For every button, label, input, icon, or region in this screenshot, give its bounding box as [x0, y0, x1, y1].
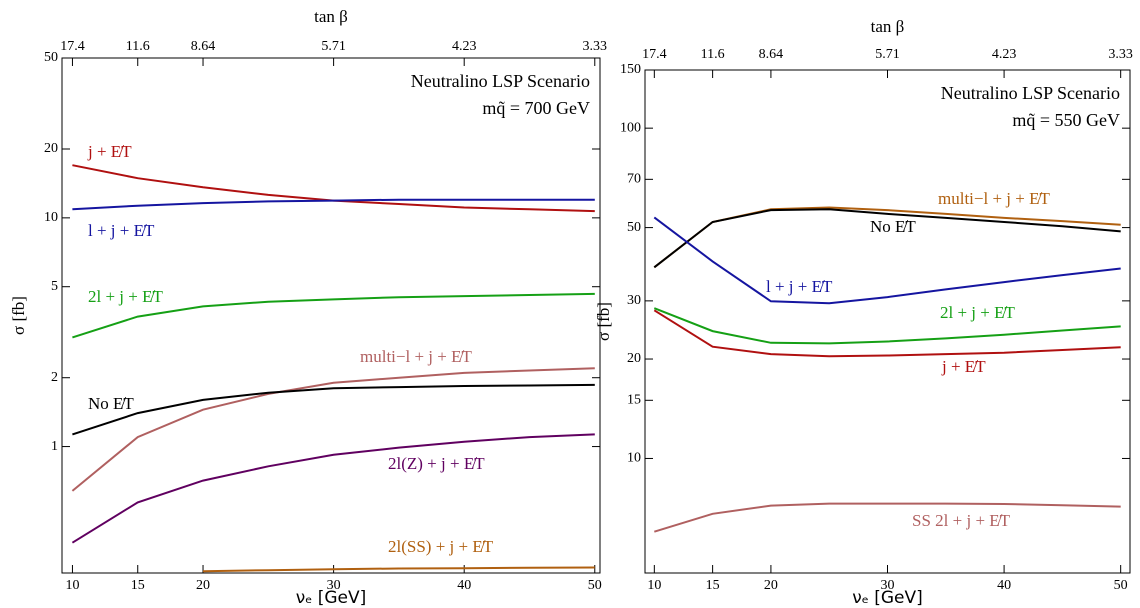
y-tick-label: 30 — [627, 293, 641, 308]
series-label: j + E̸T — [941, 357, 986, 376]
annotation: Neutralino LSP Scenario — [941, 83, 1120, 103]
x-tick-label: 30 — [327, 578, 341, 593]
x-tick-label: 50 — [1114, 578, 1128, 593]
plot-frame — [644, 69, 1131, 574]
x2-tick-label: 4.23 — [452, 39, 477, 54]
x2-tick-label: 17.4 — [60, 39, 85, 54]
x-axis-label: νₑ [GeV] — [852, 588, 923, 608]
y-tick-label: 150 — [620, 62, 641, 77]
series-line — [653, 307, 1121, 345]
x2-tick-label: 5.71 — [321, 39, 346, 54]
series-label: 2l(SS) + j + E̸T — [388, 537, 494, 556]
y-tick-label: 10 — [44, 210, 58, 225]
series-label: 2l + j + E̸T — [88, 287, 164, 306]
series-line — [653, 216, 1121, 305]
plot-frame — [61, 57, 601, 574]
series-label: No E̸T — [870, 217, 916, 236]
y-tick-label: 70 — [627, 172, 641, 187]
x-tick-label: 10 — [65, 578, 79, 593]
x-tick-label: 20 — [196, 578, 210, 593]
series-line — [72, 383, 595, 436]
x2-tick-label: 11.6 — [126, 39, 150, 54]
y-tick-label: 50 — [44, 50, 58, 65]
x2-tick-label: 5.71 — [875, 47, 900, 62]
x-tick-label: 30 — [881, 578, 895, 593]
y-tick-label: 20 — [627, 351, 641, 366]
series-label: SS 2l + j + E̸T — [912, 511, 1011, 530]
x2-tick-label: 3.33 — [1108, 47, 1133, 62]
x-axis-label: νₑ [GeV] — [296, 588, 367, 608]
y-tick-label: 15 — [627, 393, 641, 408]
y-tick-label: 100 — [620, 120, 641, 135]
x2-axis-label: tan β — [314, 7, 348, 26]
y-tick-label: 2 — [51, 370, 58, 385]
series-line — [72, 292, 595, 339]
series-line — [71, 367, 595, 492]
series-label: l + j + E̸T — [88, 221, 155, 240]
x2-tick-label: 11.6 — [701, 47, 725, 62]
y-axis-label: σ [fb] — [594, 302, 613, 341]
y-tick-label: 50 — [627, 220, 641, 235]
x2-tick-label: 8.64 — [759, 47, 784, 62]
series-line — [71, 433, 595, 544]
annotation: Neutralino LSP Scenario — [411, 71, 590, 91]
x-tick-label: 15 — [131, 578, 145, 593]
series-line — [653, 208, 1121, 269]
x-tick-label: 20 — [764, 578, 778, 593]
series-label: 2l + j + E̸T — [940, 303, 1016, 322]
x2-tick-label: 8.64 — [191, 39, 216, 54]
series-line — [72, 198, 595, 211]
x-tick-label: 10 — [647, 578, 661, 593]
x-tick-label: 40 — [457, 578, 471, 593]
x2-axis-label: tan β — [871, 17, 905, 36]
series-label: j + E̸T — [87, 142, 132, 161]
series-line — [202, 566, 595, 573]
y-axis-label: σ [fb] — [9, 296, 28, 335]
x2-tick-label: 17.4 — [642, 47, 667, 62]
y-tick-label: 10 — [627, 451, 641, 466]
series-line — [653, 309, 1121, 358]
y-tick-label: 1 — [51, 439, 58, 454]
x-tick-label: 50 — [588, 578, 602, 593]
series-label: multi−l + j + E̸T — [360, 347, 472, 366]
series-label: multi−l + j + E̸T — [938, 189, 1050, 208]
y-tick-label: 20 — [44, 141, 58, 156]
x2-tick-label: 4.23 — [992, 47, 1017, 62]
annotation: mq̃ = 700 GeV — [482, 98, 590, 118]
x-tick-label: 40 — [997, 578, 1011, 593]
y-tick-label: 5 — [51, 279, 58, 294]
series-line — [654, 502, 1121, 533]
series-label: l + j + E̸T — [766, 277, 833, 296]
x2-tick-label: 3.33 — [583, 39, 608, 54]
series-label: No E̸T — [88, 394, 134, 413]
x-tick-label: 15 — [706, 578, 720, 593]
series-label: 2l(Z) + j + E̸T — [388, 454, 485, 473]
annotation: mq̃ = 550 GeV — [1012, 110, 1120, 130]
